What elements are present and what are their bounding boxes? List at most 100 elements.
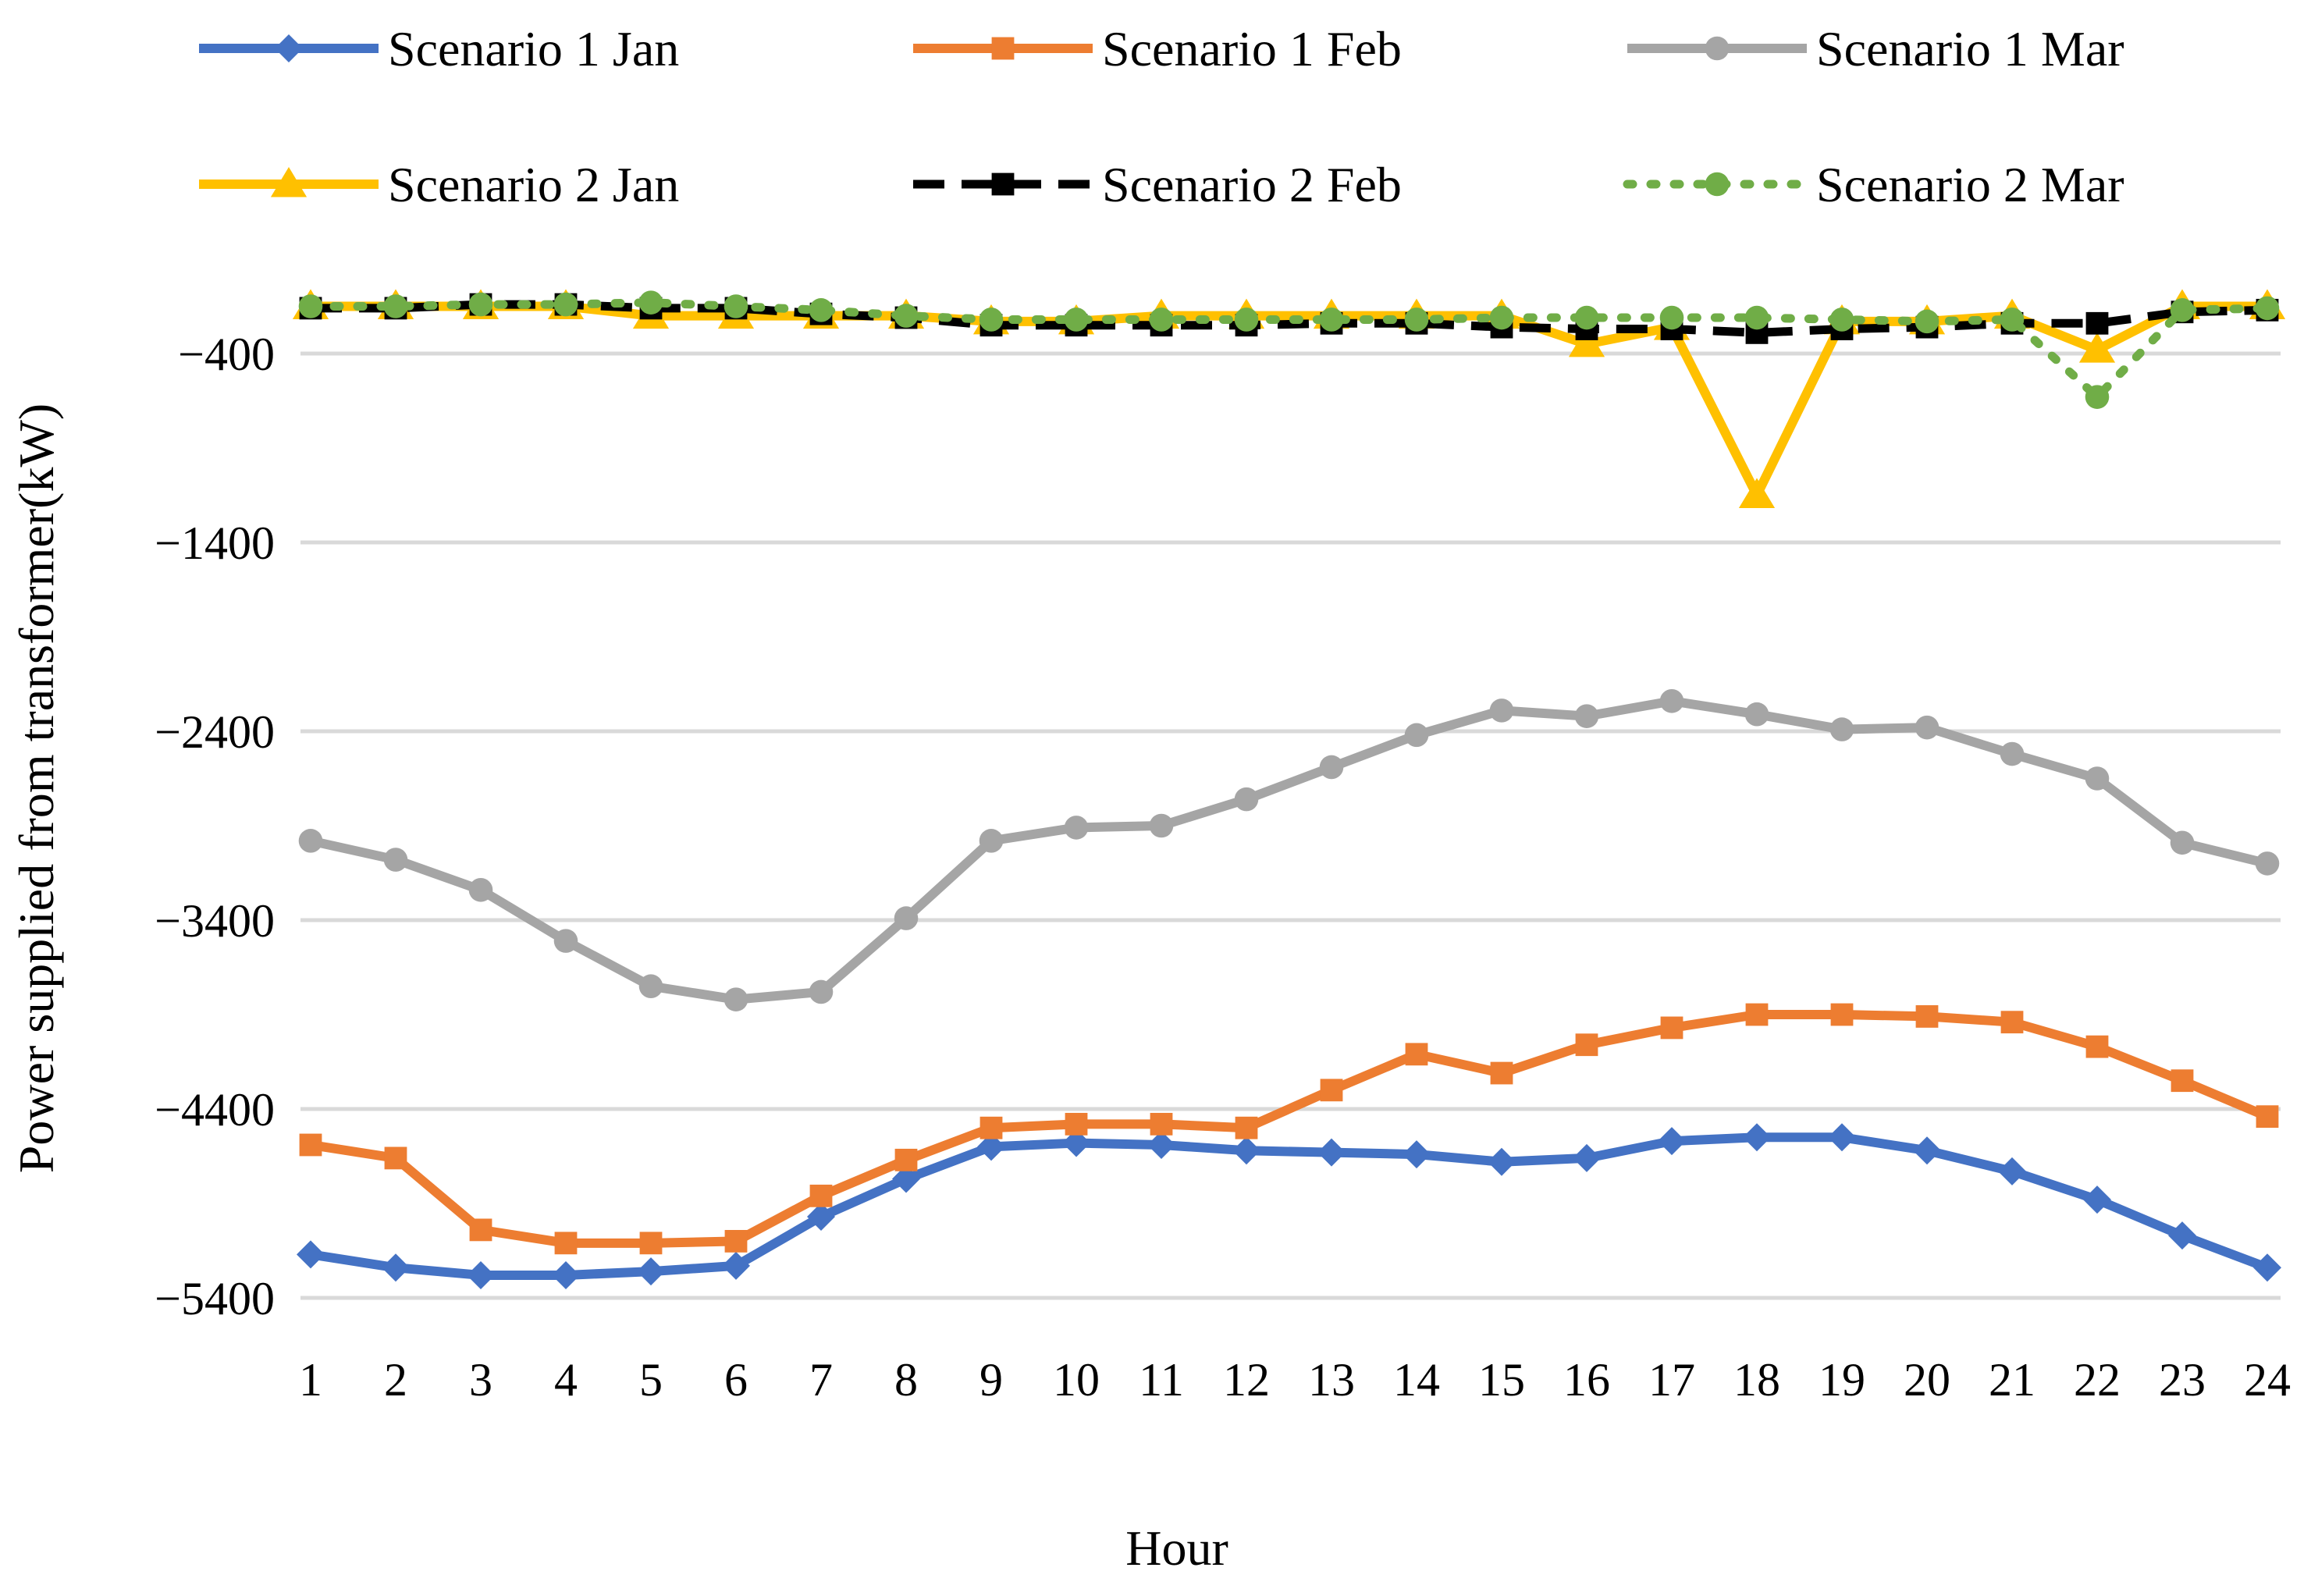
data-point [2078,332,2116,363]
data-point [1660,1016,1683,1040]
data-point [383,294,408,318]
data-point [2170,298,2195,322]
data-point [467,1260,495,1289]
legend-marker [275,34,303,62]
data-point [894,906,919,930]
x-tick-label: 11 [1139,1354,1184,1406]
y-tick-label: −3400 [155,895,275,947]
x-tick-label: 1 [299,1354,322,1406]
data-point [2083,1185,2111,1214]
data-point [637,1257,665,1286]
data-point [2000,741,2025,766]
data-point [2170,830,2195,855]
data-point [1744,305,1769,330]
legend-label: Scenario 1 Jan [388,21,679,76]
data-point [553,929,578,953]
x-tick-label: 19 [1819,1354,1865,1406]
data-point [1062,1129,1090,1157]
series-scenario-1-feb [299,1003,2279,1255]
x-tick-label: 17 [1648,1354,1695,1406]
data-point [724,294,748,318]
data-point [979,307,1004,332]
series-line [311,300,2268,337]
series-scenario-1-jan [297,1123,2281,1289]
data-point [1404,307,1429,332]
y-tick-label: −1400 [155,517,275,569]
data-point [1232,1136,1260,1165]
data-point [382,1253,410,1282]
data-point [1065,1112,1088,1136]
y-axis-ticks: −400 −1400 −2400 −3400 −4400 −5400 [155,329,275,1324]
data-point [1489,698,1514,723]
data-point [724,1230,748,1253]
data-point [1829,307,1854,332]
series-line [309,696,2269,1004]
x-tick-label: 3 [469,1354,492,1406]
data-point [2253,1253,2281,1282]
data-point [1830,1003,1854,1026]
gridlines [300,351,2281,1300]
data-point [1319,755,1344,780]
data-point [1828,1123,1856,1152]
legend-marker [1705,36,1730,61]
x-tick-label: 4 [554,1354,578,1406]
legend-item: Scenario 1 Mar [1627,21,2124,76]
x-tick-label: 21 [1989,1354,2035,1406]
data-point [1234,787,1259,812]
legend: Scenario 1 Jan Scenario 1 Feb Scenario 1 M… [199,21,2124,212]
data-point [1744,702,1769,727]
data-point [1658,1127,1686,1156]
data-point [468,877,493,902]
data-point [1320,1079,1343,1102]
x-tick-label: 2 [384,1354,407,1406]
data-point [1829,717,1854,741]
legend-label: Scenario 2 Mar [1816,157,2124,212]
data-point [809,979,834,1004]
data-point [1149,307,1174,332]
data-point [299,1133,322,1157]
data-point [977,1132,1005,1161]
data-point [1574,704,1599,728]
data-point [1738,478,1776,508]
x-tick-label: 8 [894,1354,918,1406]
data-point [1235,1116,1258,1139]
y-tick-label: −2400 [155,706,275,758]
data-point [1319,307,1344,332]
data-point [2255,296,2280,321]
data-point [1490,1061,1513,1085]
legend-marker [270,167,308,197]
data-point [298,294,323,318]
data-point [1147,1130,1175,1159]
y-tick-label: −5400 [155,1273,275,1324]
x-tick-label: 22 [2074,1354,2121,1406]
data-point [2000,307,2025,332]
x-tick-label: 13 [1308,1354,1355,1406]
y-tick-label: −400 [178,329,275,380]
x-tick-label: 12 [1223,1354,1270,1406]
x-tick-label: 7 [809,1354,833,1406]
data-point [1659,688,1684,713]
data-point [1064,816,1089,840]
series-line [306,298,2272,402]
data-point [2085,311,2109,335]
x-axis-title: Hour [1125,1520,1228,1576]
data-point [2085,1035,2109,1058]
data-point [638,290,663,315]
legend-item: Scenario 2 Mar [1623,157,2124,212]
x-tick-label: 24 [2244,1354,2291,1406]
data-point [1915,1005,1939,1028]
data-point [1149,813,1174,838]
data-point [892,1164,920,1193]
data-point [554,1232,578,1255]
data-point [638,974,663,998]
data-point [1659,305,1684,330]
data-point [1404,723,1429,748]
legend-item: Scenario 2 Jan [199,157,679,212]
data-point [2085,385,2110,409]
series-group [292,289,2286,1289]
x-tick-label: 23 [2159,1354,2206,1406]
x-tick-label: 16 [1563,1354,1610,1406]
data-point [1574,305,1599,330]
data-point [1403,1140,1431,1169]
